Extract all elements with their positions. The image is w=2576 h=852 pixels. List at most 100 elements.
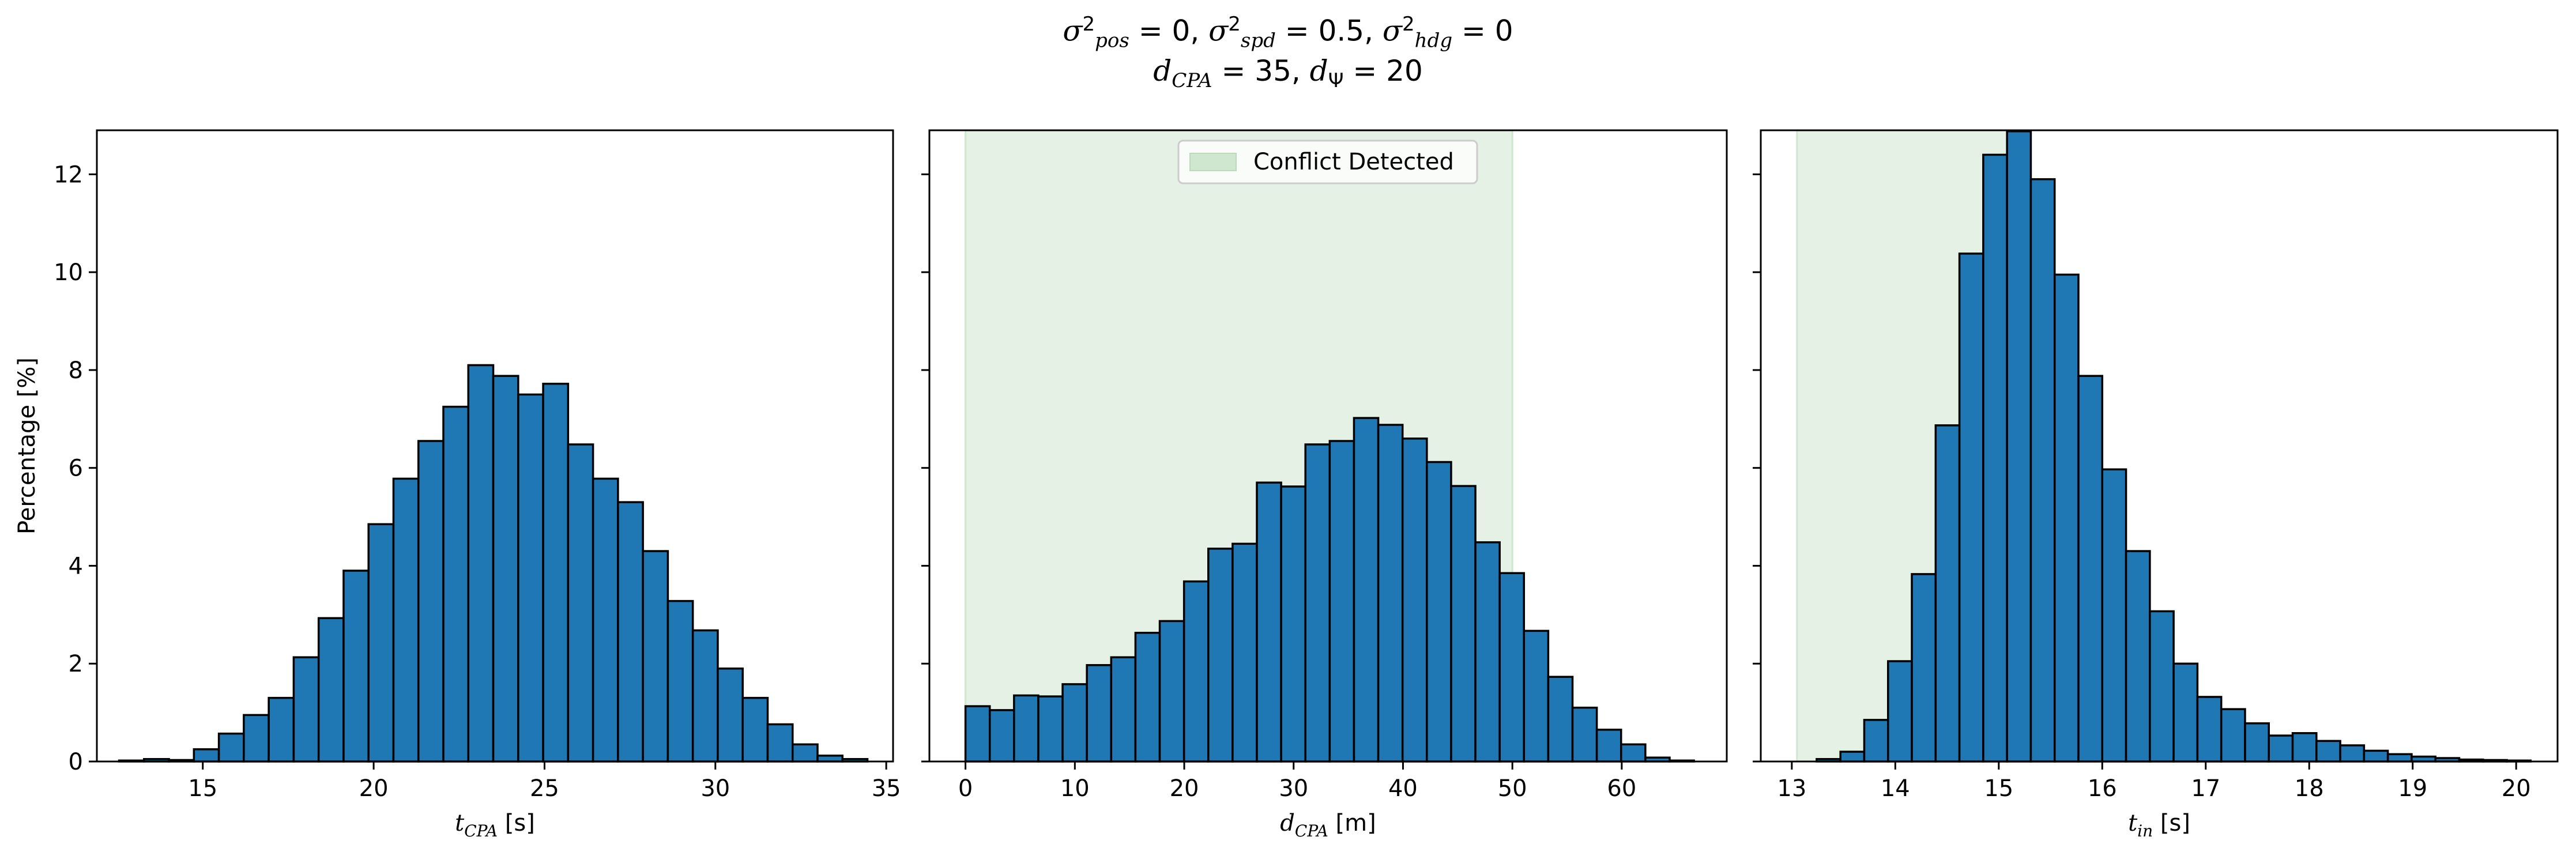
histogram-bar [1547, 676, 1574, 763]
x-tick-label: 19 [2398, 775, 2427, 802]
histogram-bar [691, 629, 719, 763]
x-tick-label: 17 [2191, 775, 2220, 802]
histogram-bar [2101, 468, 2127, 763]
histogram-bar [292, 656, 320, 763]
y-tick-label: 10 [54, 259, 83, 286]
x-tick-label: 20 [1170, 775, 1199, 802]
histogram-bar [467, 364, 495, 763]
histogram-bar [1498, 572, 1526, 763]
x-tick-label: 20 [2502, 775, 2531, 802]
histogram-bar [2339, 744, 2366, 763]
histogram-bar [642, 550, 669, 763]
histogram-bar [2220, 708, 2246, 763]
histogram-bar [2053, 273, 2080, 763]
histogram-bar [1256, 481, 1282, 763]
histogram-bar [2268, 734, 2294, 763]
histogram-bar [2244, 722, 2270, 763]
histogram-bar [816, 755, 844, 763]
histogram-bar [592, 477, 619, 763]
x-tick-label: 16 [2088, 775, 2117, 802]
histogram-bar [1863, 719, 1889, 763]
histogram-bar [666, 600, 694, 763]
x-tick-label: 18 [2295, 775, 2324, 802]
histogram-bar [1958, 252, 1984, 763]
figure-title-line-2: dCPA = 35, dΨ = 20 [1153, 54, 1423, 92]
histogram-bar [492, 375, 519, 763]
histogram-bar [2125, 550, 2151, 763]
histogram-bar [2006, 130, 2032, 763]
histogram-bar [442, 405, 470, 763]
histogram-bar [1620, 743, 1647, 763]
histogram-bar [193, 748, 220, 763]
histogram-bar [243, 714, 270, 763]
x-axis-label: dCPA [m] [1280, 810, 1376, 840]
figure-title-line-1: σ2pos = 0, σ2spd = 0.5, σ2hdg = 0 [1063, 13, 1513, 52]
histogram-bar [1377, 424, 1404, 763]
x-tick-label: 14 [1881, 775, 1910, 802]
x-tick-label: 40 [1388, 775, 1418, 802]
histogram-bar [1328, 440, 1355, 763]
histogram-bar [1934, 424, 1961, 763]
legend-swatch [1189, 153, 1237, 171]
histogram-bar [1061, 683, 1088, 763]
y-tick-label: 0 [69, 749, 83, 775]
histogram-bar [1426, 461, 1452, 763]
histogram-bar [317, 617, 345, 763]
histogram-bar [1523, 629, 1550, 763]
histogram-bar [268, 696, 295, 763]
histogram-bar [217, 732, 245, 763]
histogram-bar [1182, 580, 1210, 763]
x-axis-label: tCPA [s] [455, 810, 535, 840]
histogram-bar [717, 667, 744, 763]
x-tick-label: 30 [1279, 775, 1308, 802]
histogram-bar [367, 523, 395, 763]
legend-label: Conflict Detected [1253, 149, 1454, 175]
histogram-bar [2196, 696, 2223, 763]
x-tick-label: 0 [958, 775, 973, 802]
y-tick-label: 4 [69, 553, 83, 579]
histogram-bar [1982, 153, 2008, 763]
histogram-bar [1887, 660, 1913, 763]
histogram-bar [1158, 620, 1185, 763]
x-tick-label: 13 [1777, 775, 1806, 802]
histogram-bar [988, 709, 1015, 763]
histogram-bar [1571, 706, 1598, 763]
x-tick-label: 60 [1607, 775, 1636, 802]
y-axis-label: Percentage [%] [14, 357, 40, 534]
histogram-bar [1086, 664, 1113, 763]
axes-frame [1760, 129, 2559, 763]
histogram-bar [1013, 694, 1040, 763]
histogram-bar [766, 723, 794, 763]
x-tick-label: 50 [1498, 775, 1527, 802]
histogram-bar [2291, 732, 2318, 763]
y-tick-label: 8 [69, 357, 83, 384]
histogram-bar [1450, 485, 1477, 763]
histogram-bar [1839, 751, 1866, 763]
histogram-bar [1110, 656, 1137, 763]
histogram-bar [542, 382, 570, 763]
x-tick-label: 30 [701, 775, 730, 802]
histogram-bar [1595, 729, 1622, 763]
legend-box [1177, 140, 1478, 184]
x-tick-label: 25 [530, 775, 559, 802]
d-cpa-histogram-panel: 0 10 20 30 40 50 60 dCPA [m] Conflict Detected [921, 129, 1728, 840]
t-in-histogram-panel: 13 14 15 16 17 18 19 20 tin [s] [1753, 129, 2559, 840]
histogram-bar [1231, 542, 1258, 763]
histogram-bar [2077, 375, 2104, 763]
histogram-bar [1304, 443, 1331, 763]
x-tick-label: 15 [188, 775, 217, 802]
x-tick-label: 20 [359, 775, 389, 802]
x-tick-label: 35 [872, 775, 901, 802]
histogram-bar [1474, 541, 1501, 763]
histogram-bar [2363, 749, 2389, 763]
histogram-bar [2315, 740, 2341, 763]
y-tick-label: 2 [69, 651, 83, 677]
x-tick-label: 15 [1984, 775, 2013, 802]
histogram-bar [2386, 753, 2413, 763]
histogram-bar [392, 477, 420, 763]
t-cpa-histogram-panel: 15 20 25 30 35 0 2 4 6 8 10 12 tCPA [s] Percentage [%… [14, 129, 901, 840]
histogram-bar [741, 696, 769, 763]
histogram-bar [1134, 632, 1161, 763]
